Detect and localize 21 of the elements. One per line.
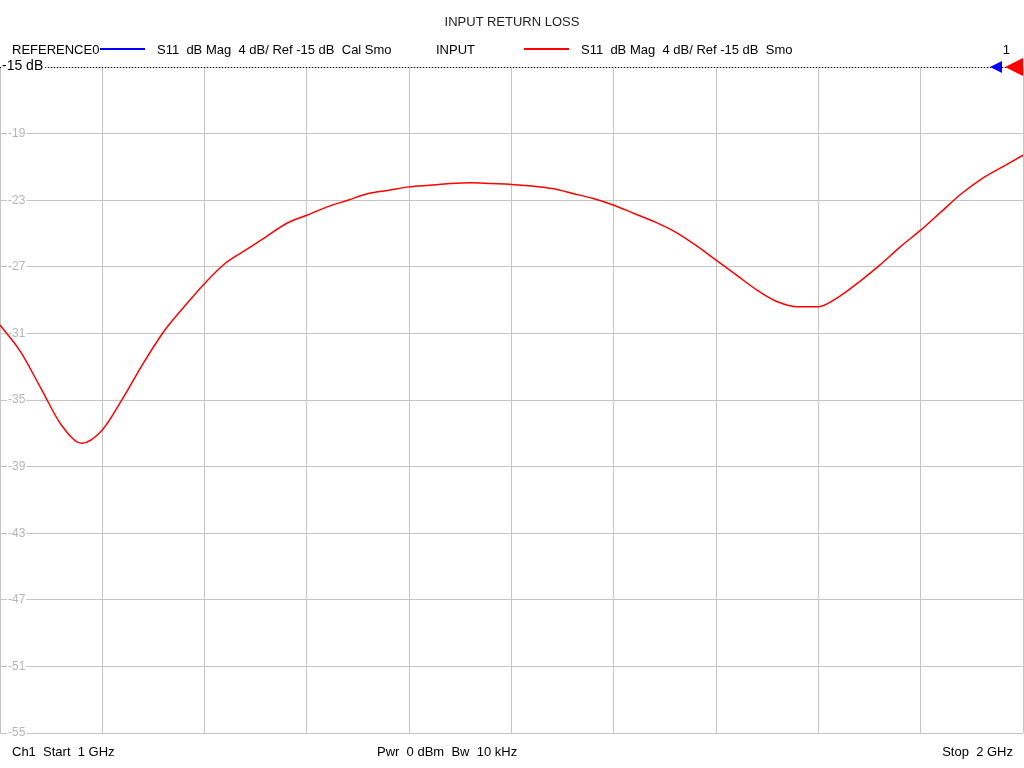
ref-line-label: -15 dB: [2, 57, 44, 74]
y-tick-label: -19: [8, 125, 26, 140]
text: Ch1 Start 1 GHz: [12, 744, 115, 760]
y-tick-label: -27: [8, 259, 26, 274]
text: Stop 2 GHz: [942, 744, 1013, 760]
text: 1: [1002, 42, 1010, 58]
text: REFERENCE0: [12, 42, 100, 58]
y-tick-label: -43: [8, 525, 26, 540]
y-tick-label: -39: [8, 458, 26, 473]
y-tick-label: -35: [8, 392, 26, 407]
y-tick-label: -23: [8, 192, 26, 207]
legend-label: S11 dB Mag 4 dB/ Ref -15 dB Smo: [581, 42, 793, 58]
y-tick-label: -47: [8, 592, 26, 607]
y-tick-label: -51: [8, 658, 26, 673]
legend-label: S11 dB Mag 4 dB/ Ref -15 dB Cal Smo: [157, 42, 392, 58]
y-tick-label: -31: [8, 325, 26, 340]
text: INPUT: [436, 42, 475, 58]
line-series: [0, 154, 1024, 445]
y-tick-label: -55: [8, 725, 26, 740]
chart-title: INPUT RETURN LOSS: [443, 14, 581, 30]
text: Pwr 0 dBm Bw 10 kHz: [377, 744, 518, 760]
